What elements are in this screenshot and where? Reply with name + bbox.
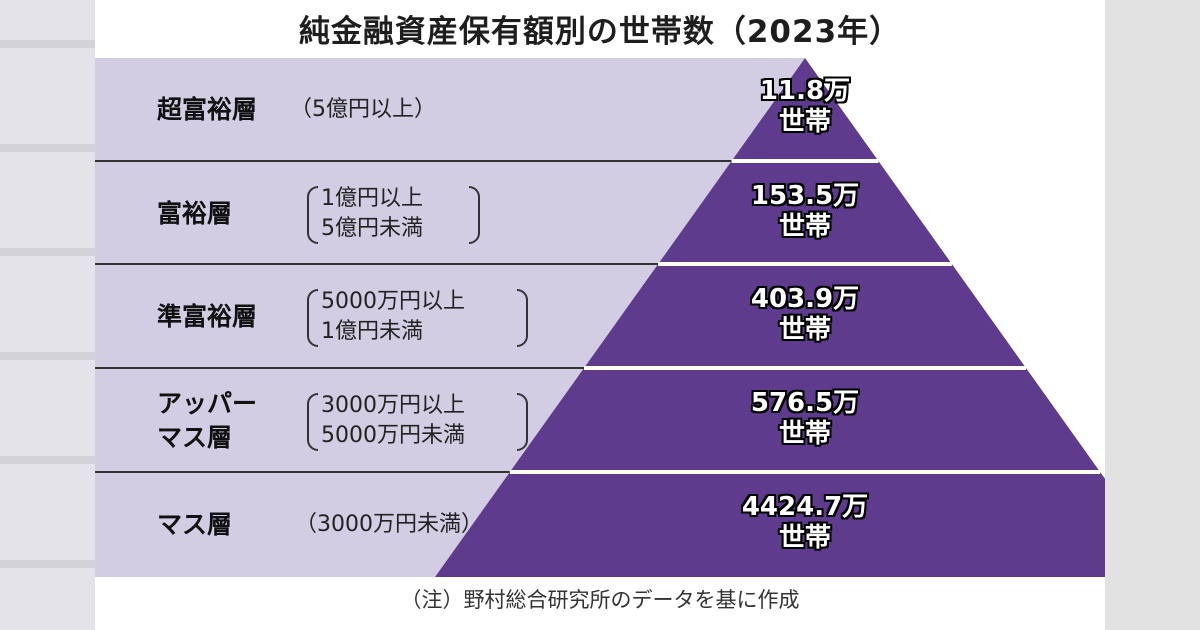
tier-range-line: 5億円未満 xyxy=(321,215,423,241)
household-count-unit: 世帯 xyxy=(778,107,831,137)
source-note: （注）野村総合研究所のデータを基に作成 xyxy=(400,588,800,612)
chart-title: 純金融資産保有額別の世帯数（2023年） xyxy=(298,14,902,50)
household-count-value: 4424.7万 xyxy=(741,492,869,522)
household-count-unit: 世帯 xyxy=(778,419,831,449)
tier-range-line: （3000万円未満） xyxy=(295,512,483,537)
household-count-unit: 世帯 xyxy=(778,211,831,242)
band-4 xyxy=(95,369,584,473)
household-count-3: 403.9万 世帯 xyxy=(685,284,925,346)
band-2 xyxy=(95,162,731,265)
tier-range-3: 5000万円以上 1億円未満 xyxy=(321,287,465,347)
band-5 xyxy=(95,473,510,577)
household-count-4: 576.5万 世帯 xyxy=(685,388,925,450)
household-count-5: 4424.7万 世帯 xyxy=(685,492,925,554)
tier-label-4: アッパー マス層 xyxy=(157,387,257,455)
pyramid-segment-1 xyxy=(730,58,880,162)
range-bracket-left xyxy=(307,289,318,347)
tier-range-line: 1億円以上 xyxy=(321,185,423,211)
pyramid-chart xyxy=(95,58,1105,577)
range-bracket-right xyxy=(517,393,528,451)
tier-label-3: 準富裕層 xyxy=(157,300,257,334)
background-left xyxy=(0,0,95,630)
pyramid-segment-2 xyxy=(657,162,953,265)
range-bracket-right xyxy=(469,185,480,244)
tier-range-2: 1億円以上 5億円未満 xyxy=(321,184,423,244)
tier-label-5: マス層 xyxy=(157,508,232,542)
household-count-1: 11.8万 世帯 xyxy=(685,76,925,138)
pyramid-segment-5 xyxy=(435,473,1105,577)
household-count-unit: 世帯 xyxy=(778,523,831,553)
tier-range-line: （5億円以上） xyxy=(290,97,436,122)
tier-label-line: 富裕層 xyxy=(157,198,233,228)
tier-label-line: 準富裕層 xyxy=(157,302,258,331)
tier-label-line: マス層 xyxy=(157,510,233,539)
household-count-value: 403.9万 xyxy=(750,284,860,314)
household-count-2: 153.5万 世帯 xyxy=(685,181,925,243)
tier-range-line: 5000万円以上 xyxy=(321,289,465,314)
household-count-value: 153.5万 xyxy=(750,180,860,211)
tier-range-line: 5000万円未満 xyxy=(321,423,465,448)
range-bracket-left xyxy=(307,185,318,244)
tier-label-1: 超富裕層 xyxy=(157,93,257,127)
tier-label-line: アッパー xyxy=(157,389,258,418)
tier-range-4: 3000万円以上 5000万円未満 xyxy=(321,391,465,451)
tier-label-line: 超富裕層 xyxy=(157,95,258,124)
background-right xyxy=(1105,0,1200,630)
tier-label-line: マス層 xyxy=(157,423,233,452)
tier-range-line: 3000万円以上 xyxy=(321,393,465,418)
tier-range-line: 1億円未満 xyxy=(321,319,423,344)
chart-panel: 純金融資産保有額別の世帯数（2023年） （注）野村総合研究所のデータを基に作成… xyxy=(95,0,1105,630)
range-bracket-right xyxy=(517,289,528,347)
tier-range-5: （3000万円未満） xyxy=(295,510,483,540)
range-bracket-left xyxy=(307,393,318,451)
household-count-unit: 世帯 xyxy=(778,315,831,345)
tier-label-2: 富裕層 xyxy=(157,197,232,231)
pyramid-segment-3 xyxy=(583,265,1027,369)
pyramid-segment-4 xyxy=(509,369,1101,473)
household-count-value: 576.5万 xyxy=(750,388,860,418)
tier-range-1: （5億円以上） xyxy=(290,95,436,125)
band-1 xyxy=(95,58,805,162)
household-count-value: 11.8万 xyxy=(759,76,851,106)
